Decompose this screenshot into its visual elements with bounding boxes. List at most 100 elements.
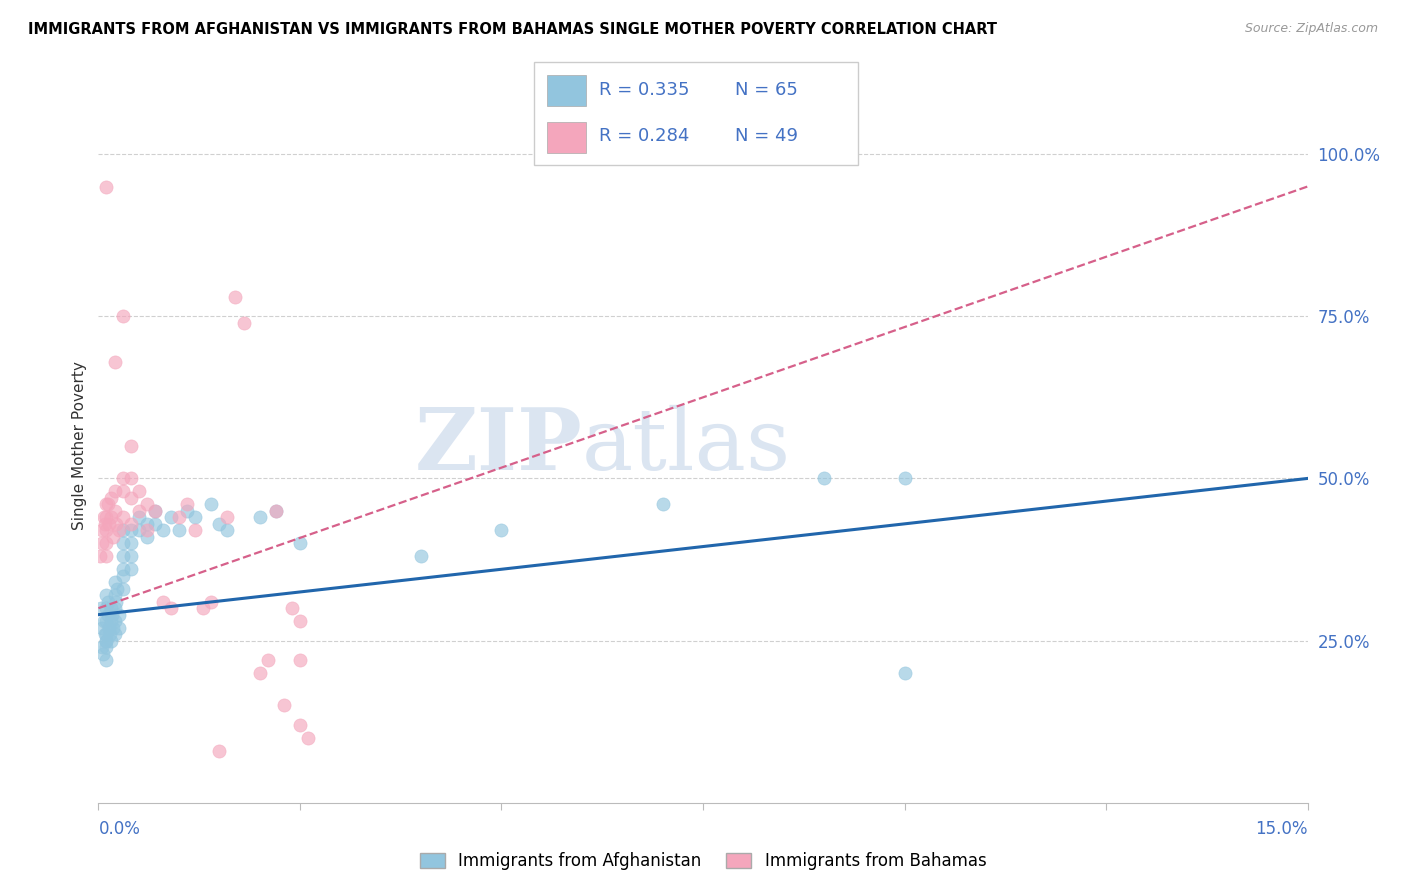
Point (96, 536, 118, 550)
Point (96, 588, 118, 602)
Point (111, 568, 134, 582)
Point (651, 497, 673, 511)
Point (256, 653, 278, 667)
Point (217, 524, 239, 538)
Point (208, 744, 231, 758)
Point (120, 562, 142, 576)
Point (217, 510, 239, 524)
Point (288, 614, 311, 628)
Point (103, 588, 125, 602)
Point (98, 627, 121, 641)
Point (97, 621, 120, 635)
Point (128, 510, 150, 524)
Point (143, 516, 166, 531)
Point (135, 497, 157, 511)
Point (893, 666, 915, 681)
Point (103, 484, 125, 499)
Point (93, 510, 115, 524)
Text: 0.0%: 0.0% (98, 820, 141, 838)
Point (96, 601, 118, 615)
Point (105, 516, 128, 531)
Point (105, 582, 128, 596)
Text: N = 65: N = 65 (735, 81, 797, 99)
Point (167, 524, 190, 538)
Point (90, 524, 112, 538)
Point (111, 582, 134, 596)
Point (94, 627, 117, 641)
Point (297, 731, 319, 745)
Point (107, 524, 129, 538)
Text: IMMIGRANTS FROM AFGHANISTAN VS IMMIGRANTS FROM BAHAMAS SINGLE MOTHER POVERTY COR: IMMIGRANTS FROM AFGHANISTAN VS IMMIGRANT… (28, 22, 997, 37)
Point (288, 718, 311, 732)
Point (176, 504, 198, 518)
Point (813, 471, 835, 485)
Point (120, 516, 142, 531)
Point (93, 614, 115, 628)
Point (96, 633, 118, 648)
Point (100, 601, 122, 615)
Point (249, 510, 271, 524)
Point (101, 607, 124, 622)
Text: atlas: atlas (582, 404, 792, 488)
Point (97, 497, 120, 511)
Point (89, 549, 111, 564)
Text: Source: ZipAtlas.com: Source: ZipAtlas.com (1244, 22, 1378, 36)
Point (91, 640, 114, 654)
Point (409, 549, 432, 564)
FancyBboxPatch shape (547, 75, 586, 105)
Point (208, 516, 231, 531)
Text: R = 0.284: R = 0.284 (599, 128, 689, 145)
Point (224, 290, 246, 304)
Point (128, 484, 150, 499)
Point (120, 471, 142, 485)
Point (264, 504, 287, 518)
Point (96, 510, 118, 524)
Point (111, 310, 134, 324)
Y-axis label: Single Mother Poverty: Single Mother Poverty (72, 361, 87, 531)
Point (101, 621, 124, 635)
Point (111, 549, 134, 564)
Point (111, 562, 134, 576)
FancyBboxPatch shape (547, 122, 586, 153)
Point (103, 354, 125, 368)
Point (100, 633, 122, 648)
Point (90, 601, 112, 615)
Point (288, 653, 311, 667)
Point (100, 614, 122, 628)
Point (893, 471, 915, 485)
Text: 15.0%: 15.0% (1256, 820, 1308, 838)
Point (193, 601, 215, 615)
FancyBboxPatch shape (534, 62, 858, 165)
Point (273, 698, 295, 713)
Point (200, 497, 222, 511)
Point (91, 647, 114, 661)
Point (94, 516, 117, 531)
Point (264, 504, 287, 518)
Point (103, 627, 125, 641)
Point (96, 640, 118, 654)
Point (91, 621, 114, 635)
Point (249, 666, 271, 681)
Point (103, 614, 125, 628)
Point (103, 575, 125, 590)
Point (143, 504, 166, 518)
Point (96, 549, 118, 564)
Point (111, 484, 134, 499)
Point (184, 510, 207, 524)
Point (200, 595, 222, 609)
Point (184, 524, 207, 538)
Point (167, 510, 190, 524)
Point (160, 601, 183, 615)
Text: N = 49: N = 49 (735, 128, 797, 145)
Point (135, 516, 157, 531)
Point (91, 536, 114, 550)
Point (100, 491, 122, 505)
Point (111, 524, 134, 538)
Point (96, 179, 118, 194)
Point (111, 536, 134, 550)
Point (176, 497, 198, 511)
Point (281, 601, 304, 615)
Point (120, 524, 142, 538)
Point (111, 471, 134, 485)
Point (128, 524, 150, 538)
